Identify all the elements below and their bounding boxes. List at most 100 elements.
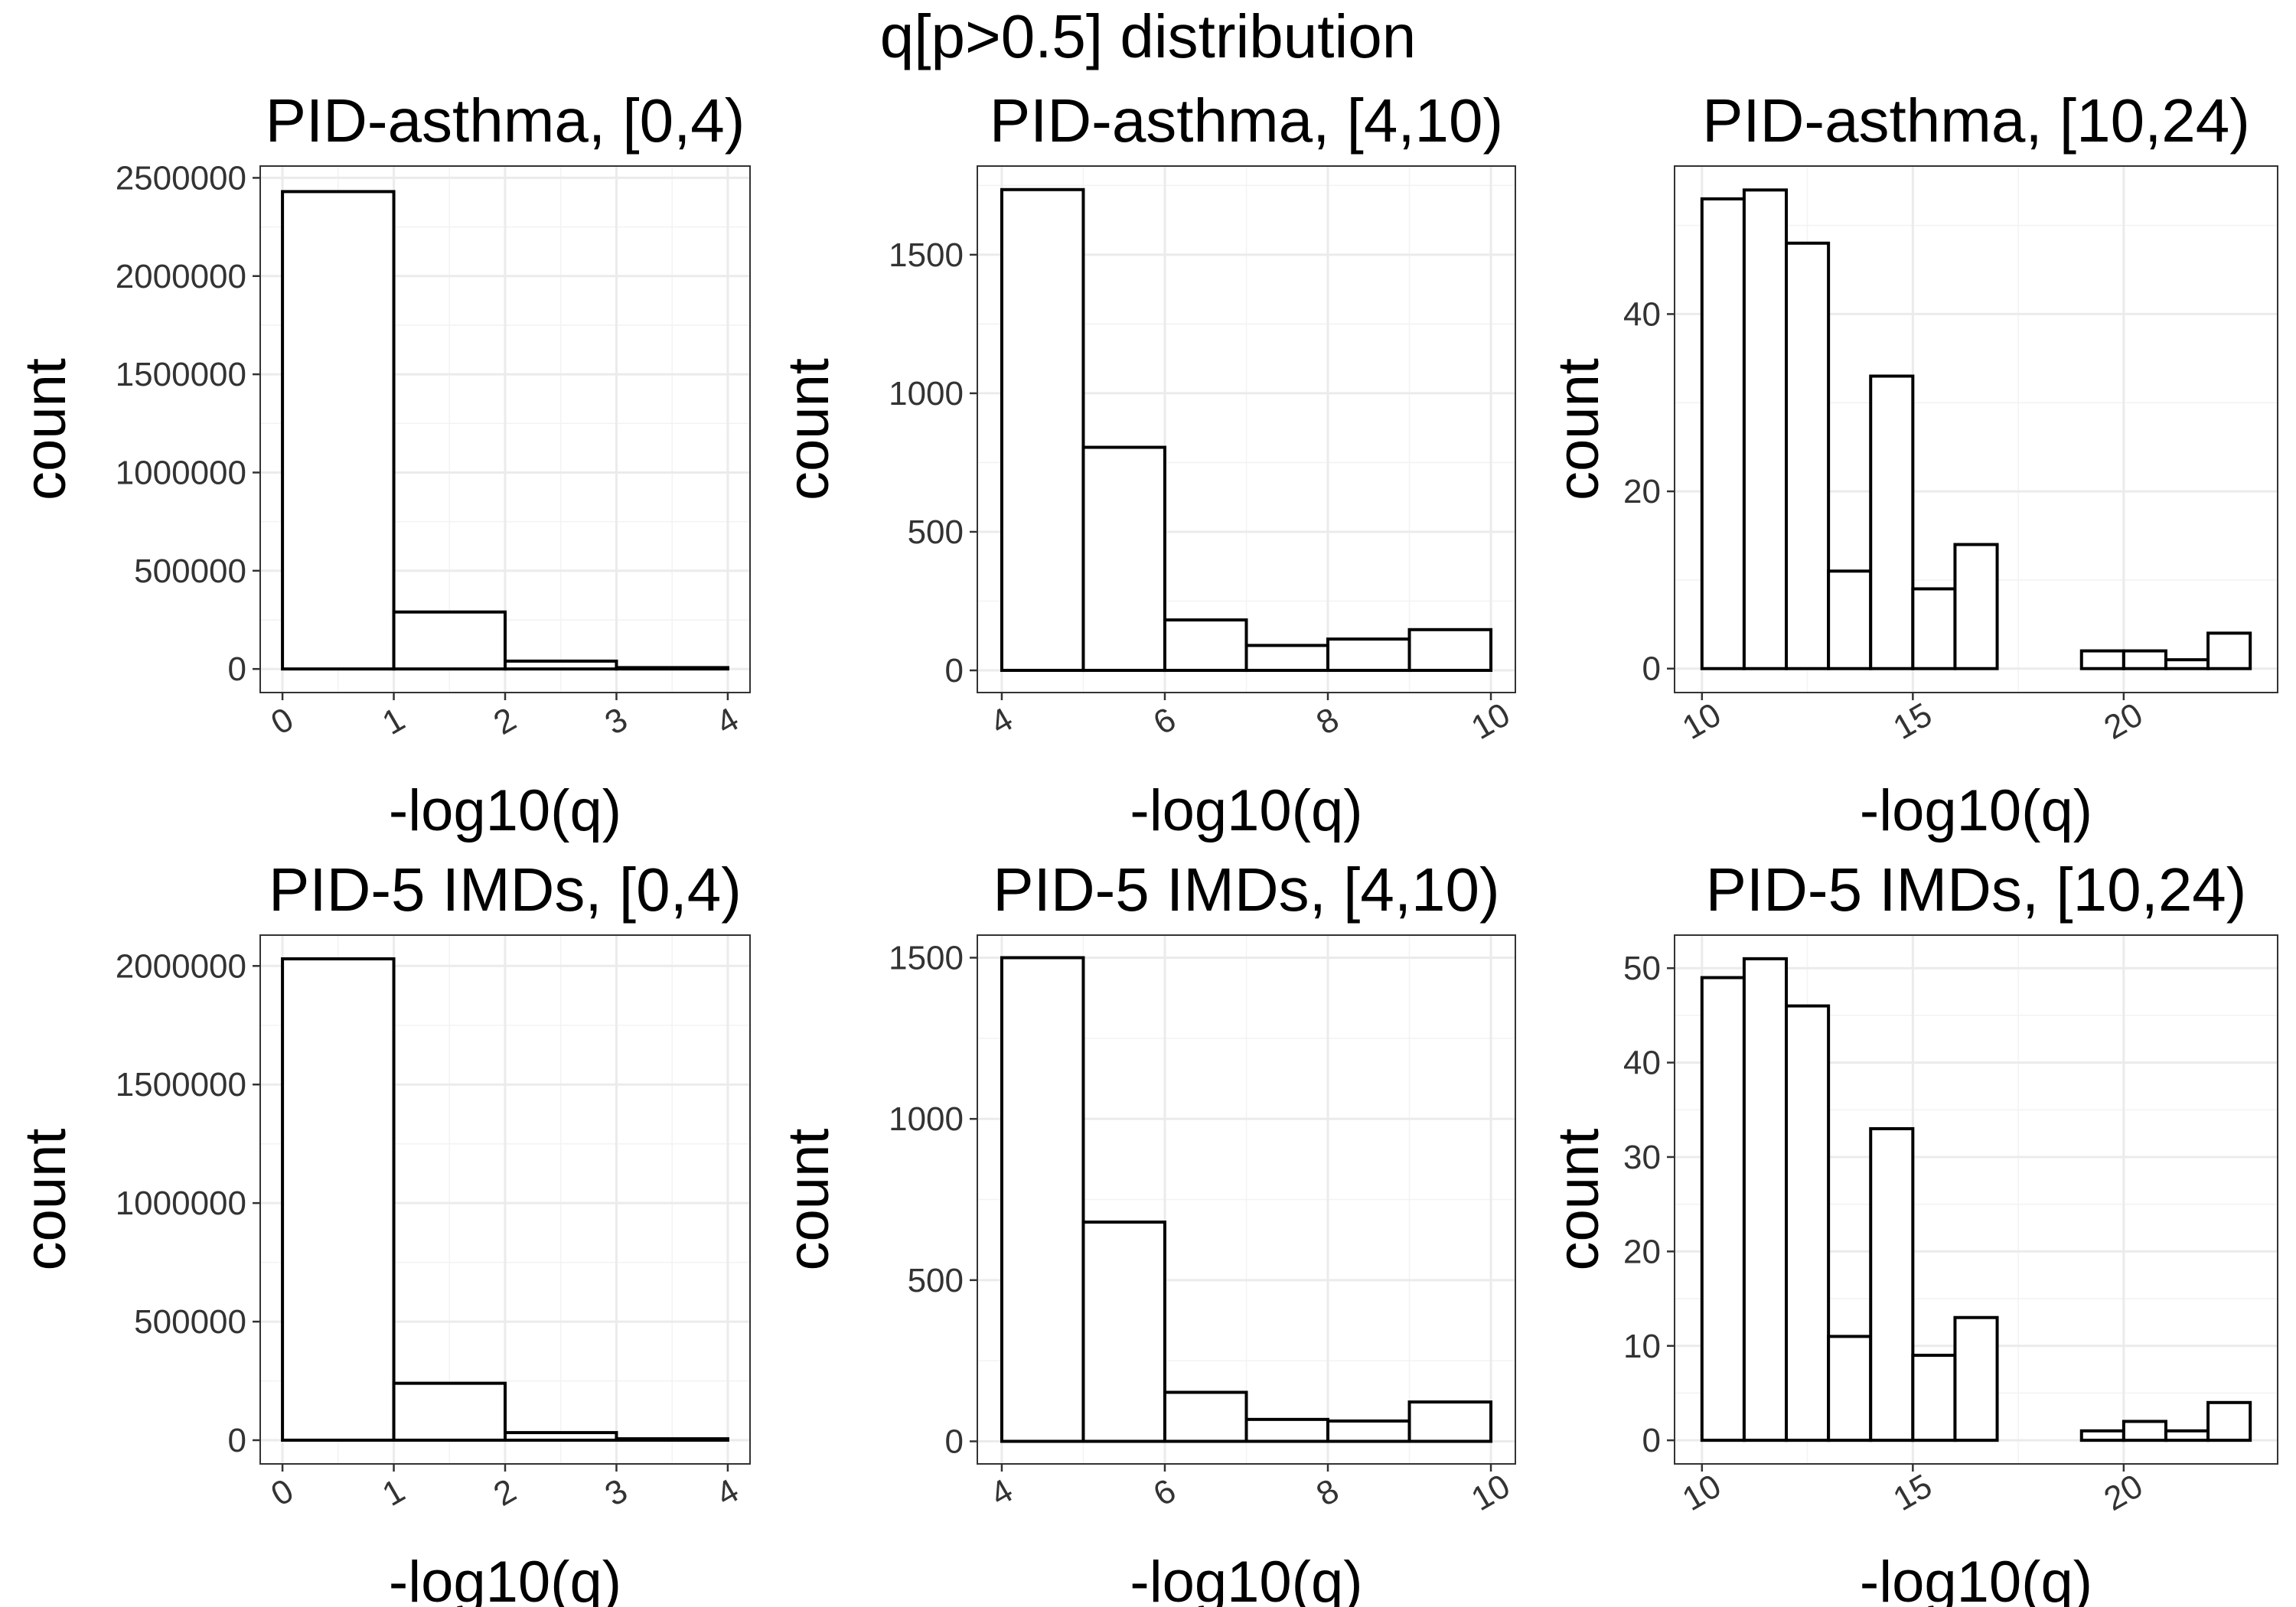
panel-6-bar: [2164, 1429, 2210, 1442]
panel-6-x-axis-label: -log10(q): [1860, 1550, 2092, 1607]
panel-5-bar: [1326, 1419, 1411, 1443]
panel-2-frame: [977, 165, 1516, 693]
panel-6-y-tick-label: 10: [1623, 1328, 1661, 1365]
panel-1-y-tick-label: 500000: [134, 553, 246, 590]
panel-5-bar: [1081, 1220, 1166, 1443]
panel-3-title: PID-asthma, [10,24): [1702, 86, 2250, 155]
panel-1-y-tick-label: 2000000: [116, 258, 246, 295]
panel-2-y-tick-label: 0: [945, 652, 964, 689]
panel-6-bar: [1827, 1335, 1873, 1442]
panel-1-bar: [281, 190, 396, 671]
panel-3-bar: [1911, 587, 1957, 670]
panel-3-bar: [2122, 649, 2167, 670]
panel-3-x-tick-label: 20: [2098, 696, 2149, 747]
panel-3-x-tick-label: 10: [1676, 696, 1727, 747]
panel-6-bar: [2079, 1429, 2125, 1442]
panel-6-bar: [1700, 976, 1746, 1442]
panel-6-bar: [2206, 1400, 2252, 1442]
panel-1-bar: [392, 610, 507, 671]
panel-5-title: PID-5 IMDs, [4,10): [993, 856, 1499, 924]
panel-4-bar: [504, 1431, 618, 1442]
panel-2-bar: [1326, 637, 1411, 673]
panel-3-bar: [1827, 569, 1873, 670]
panel-6-bar: [1869, 1126, 1915, 1442]
panel-6-y-axis-label: count: [1546, 1129, 1611, 1271]
panel-4-y-tick-label: 2000000: [116, 947, 246, 985]
panel-2-title: PID-asthma, [4,10): [990, 86, 1503, 155]
panel-5-y-tick-label: 0: [945, 1423, 964, 1461]
panel-1-y-tick-label: 1000000: [116, 454, 246, 491]
panel-3-x-tick-label: 15: [1887, 696, 1939, 747]
panel-3-bars: [1700, 188, 2252, 670]
panel-1: 0 500000 1000000 1500000 2000000 2500000 0 1 2 3 4…: [13, 86, 751, 843]
panel-1-y-axis-label: count: [13, 358, 78, 500]
panel-4-bar: [392, 1381, 507, 1442]
panel-2-x-tick-label: 8: [1310, 700, 1345, 742]
panel-5-x-tick-label: 10: [1465, 1467, 1516, 1518]
panel-3-bar: [1742, 188, 1789, 670]
panel-1-x-tick-label: 1: [376, 700, 411, 742]
panel-1-title: PID-asthma, [0,4): [266, 86, 745, 155]
panel-5-bar: [1407, 1400, 1493, 1443]
panel-4-y-tick-label: 1500000: [116, 1066, 246, 1103]
panel-4-bar: [281, 957, 396, 1442]
panel-2-x-tick-label: 10: [1465, 696, 1516, 747]
panel-5-bar: [1244, 1417, 1330, 1443]
panel-5-y-axis-label: count: [776, 1129, 841, 1271]
panel-5-bar: [1000, 956, 1085, 1443]
panel-6-title: PID-5 IMDs, [10,24): [1706, 856, 2247, 924]
panel-4: 0 500000 1000000 1500000 2000000 0 1 2 3 4 PID-5 I…: [13, 856, 751, 1607]
panel-1-x-axis-label: -log10(q): [389, 778, 621, 843]
panel-2-x-tick-label: 6: [1147, 700, 1182, 742]
panel-5-x-tick-label: 8: [1310, 1472, 1345, 1514]
panel-3-bar: [1785, 241, 1831, 670]
panel-6-bar: [1911, 1354, 1957, 1442]
panel-4-bar: [615, 1437, 729, 1442]
panel-6-frame: [1674, 934, 2278, 1465]
panel-6-bars: [1700, 957, 2252, 1442]
panel-5: 0 500 1000 1500 4 6 8 10 PID-5 IMDs, [4,10) -log1…: [776, 856, 1516, 1607]
panel-4-x-tick-label: 3: [598, 1472, 634, 1514]
panel-3: 0 20 40 10 15 20 PID-asthma, [10,24) -log10(q) c…: [1546, 86, 2278, 843]
panel-6: 0 10 20 30 40 50 10 15 20 PID-5 IMDs, [10,24) -log…: [1546, 856, 2278, 1607]
panel-3-bar: [1869, 374, 1915, 670]
panel-3-y-axis-label: count: [1546, 358, 1611, 500]
panel-2-bar: [1407, 627, 1493, 673]
panel-4-y-tick-label: 500000: [134, 1303, 246, 1341]
panel-6-bar: [2122, 1420, 2167, 1442]
panel-3-frame: [1674, 165, 2278, 693]
panel-6-x-tick-label: 15: [1887, 1467, 1939, 1518]
panel-3-x-axis-label: -log10(q): [1860, 778, 2092, 843]
panel-1-x-tick-label: 0: [265, 700, 300, 742]
panel-5-x-axis-label: -log10(q): [1130, 1550, 1362, 1607]
panel-3-y-tick-label: 0: [1642, 650, 1661, 688]
panel-1-x-tick-label: 4: [710, 700, 745, 742]
panel-6-bar: [1742, 957, 1789, 1442]
panel-5-bars: [1000, 956, 1493, 1443]
panel-4-bars: [281, 957, 729, 1442]
panel-4-x-tick-label: 2: [488, 1472, 523, 1514]
panel-4-x-tick-label: 1: [376, 1472, 411, 1514]
panel-3-y-tick-label: 20: [1623, 473, 1661, 510]
panel-1-bars: [281, 190, 729, 671]
panel-1-y-tick-label: 2500000: [116, 159, 246, 197]
panel-4-x-tick-label: 0: [265, 1472, 300, 1514]
panel-4-title: PID-5 IMDs, [0,4): [269, 856, 742, 924]
panel-1-bar: [615, 666, 729, 671]
panel-2-bar: [1163, 618, 1248, 673]
panel-2-y-tick-label: 500: [908, 513, 964, 551]
panel-5-y-tick-label: 1000: [889, 1100, 964, 1138]
panel-3-bar: [2206, 631, 2252, 670]
panel-6-x-tick-label: 10: [1676, 1467, 1727, 1518]
panel-2-bar: [1000, 187, 1085, 673]
panel-5-bar: [1163, 1390, 1248, 1443]
panel-4-y-tick-label: 0: [228, 1422, 246, 1459]
panel-2-bar: [1081, 445, 1166, 673]
panel-6-bar: [1953, 1315, 1999, 1442]
panel-2-y-tick-label: 1500: [889, 236, 964, 274]
panel-4-x-axis-label: -log10(q): [389, 1550, 621, 1607]
panel-5-y-tick-label: 500: [908, 1262, 964, 1299]
panel-6-y-tick-label: 20: [1623, 1233, 1661, 1270]
panel-4-y-tick-label: 1000000: [116, 1185, 246, 1222]
panel-2-y-tick-label: 1000: [889, 375, 964, 412]
